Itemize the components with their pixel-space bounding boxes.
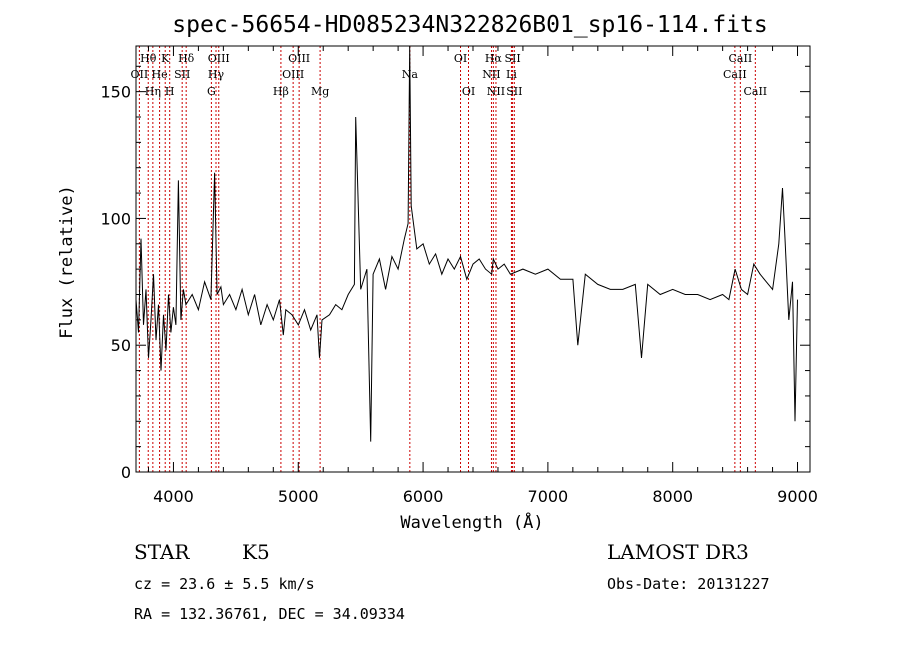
x-tick-label: 6000	[403, 487, 444, 506]
spectral-line-labels: HθOIIHηHeKHSIIHδGHγOIIIHβOIIIOIIIMgNaOIO…	[131, 52, 768, 98]
y-tick-label: 50	[111, 336, 131, 355]
spectral-line-label: Hβ	[273, 85, 289, 98]
redshift-info: cz = 23.6 ± 5.5 km/s	[134, 575, 315, 593]
spectral-line-label: OI	[462, 85, 475, 98]
spectral-line-label: Hα	[485, 52, 503, 65]
spectral-line-label: OIII	[208, 52, 230, 65]
spectral-line-label: Hδ	[178, 52, 195, 65]
y-tick-label: 0	[121, 463, 131, 482]
x-tick-label: 7000	[528, 487, 569, 506]
spectral-line-label: Hθ	[140, 52, 157, 65]
object-class: STAR	[134, 540, 190, 564]
x-tick-label: 9000	[777, 487, 818, 506]
spectral-line-label: He	[152, 68, 168, 81]
spectral-line-label: CaII	[743, 85, 767, 98]
x-axis-ticks: 4000 5000 6000 7000 8000 9000	[147, 46, 818, 506]
x-tick-label: 8000	[652, 487, 693, 506]
coordinates: RA = 132.36761, DEC = 34.09334	[134, 605, 405, 623]
y-axis-label: Flux (relative)	[57, 185, 77, 339]
spectral-line-label: SII	[506, 85, 522, 98]
spectral-line-label: OIII	[282, 68, 304, 81]
plot-frame	[135, 45, 811, 473]
x-tick-label: 4000	[153, 487, 194, 506]
object-subclass: K5	[242, 540, 270, 564]
survey-name: LAMOST DR3	[607, 540, 749, 564]
spectral-line-label: SII	[504, 52, 520, 65]
y-tick-label: 150	[100, 83, 131, 102]
spectral-line-label: OII	[131, 68, 149, 81]
spectral-line-label: SII	[174, 68, 190, 81]
spectral-line-label: NII	[487, 85, 505, 98]
spectral-line-label: CaII	[723, 68, 747, 81]
spectral-line-label: Mg	[311, 85, 329, 98]
x-tick-label: 5000	[278, 487, 319, 506]
spectral-line-label: Hη	[145, 85, 161, 98]
chart-title: spec-56654-HD085234N322826B01_sp16-114.f…	[172, 12, 767, 38]
spectral-line-label: H	[165, 85, 175, 98]
spectral-line-label: Hγ	[208, 68, 225, 81]
spectrum-line	[135, 45, 798, 442]
spectral-line-label: G	[207, 85, 216, 98]
observation-date: Obs-Date: 20131227	[607, 575, 770, 593]
spectral-line-label: Li	[506, 68, 517, 81]
spectral-line-label: K	[161, 52, 170, 65]
x-axis-label: Wavelength (Å)	[400, 511, 543, 533]
spectral-line-markers	[138, 46, 756, 472]
spectral-line-label: NII	[482, 68, 500, 81]
y-tick-label: 100	[100, 209, 131, 228]
spectral-line-label: CaII	[729, 52, 753, 65]
y-axis-ticks: 0 50 100 150	[100, 65, 810, 482]
spectral-line-label: OI	[454, 52, 467, 65]
spectral-line-label: OIII	[288, 52, 310, 65]
